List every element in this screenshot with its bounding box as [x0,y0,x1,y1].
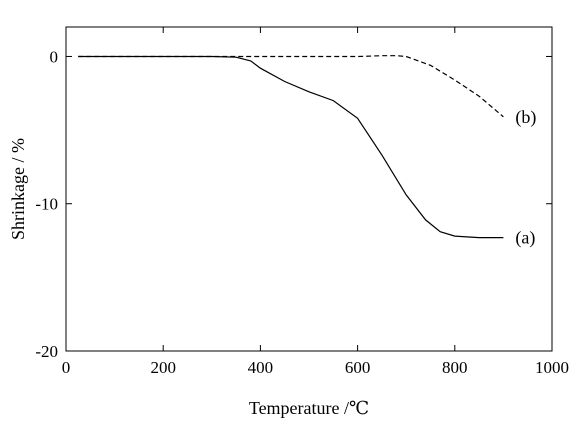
x-tick-label: 400 [248,358,274,377]
series-label-2: (b) [515,107,536,128]
x-tick-label: 1000 [535,358,569,377]
y-tick-label: 0 [50,47,59,66]
y-tick-label: -10 [35,195,58,214]
series-lines [78,55,504,239]
axis-ticks [65,27,553,352]
x-tick-label: 600 [345,358,371,377]
tick-labels: 0 200 400 600 800 1000 0 -10 -20 [35,47,569,377]
x-tick-label: 800 [442,358,468,377]
y-tick-label: -20 [35,342,58,361]
x-tick-label: 200 [150,358,176,377]
series-line-1 [78,55,504,239]
y-axis-title: Shrinkage / % [8,138,28,240]
series-line-2 [78,55,504,118]
series-label-1: (a) [515,228,535,249]
x-tick-label: 0 [62,358,71,377]
plot-frame [65,26,553,352]
x-axis-title: Temperature /℃ [249,398,369,418]
series-labels: (a) (b) [515,107,536,249]
